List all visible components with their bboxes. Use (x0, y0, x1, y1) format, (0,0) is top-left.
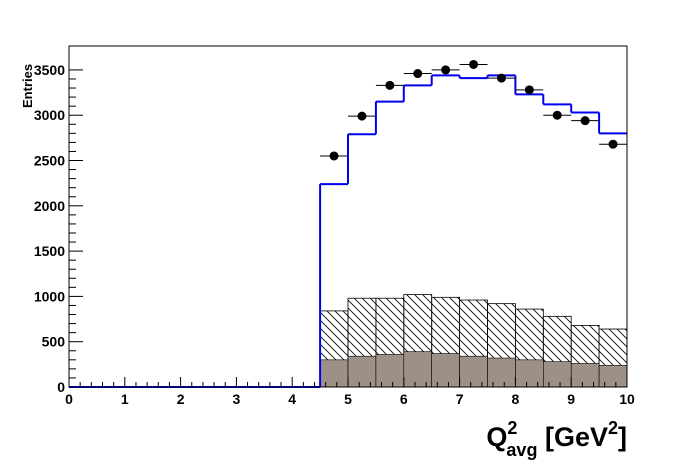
data-point (413, 69, 423, 79)
data-point (385, 80, 395, 90)
x-label-close: ] (618, 422, 627, 452)
x-tick-label: 7 (456, 391, 464, 407)
x-tick-label: 6 (400, 391, 408, 407)
data-point (608, 139, 618, 149)
x-tick-label: 9 (567, 391, 575, 407)
y-tick-label: 3000 (34, 107, 65, 123)
x-axis-label: Q2 avg [GeV2] (486, 418, 627, 460)
x-label-unit: [GeV (537, 422, 608, 452)
x-tick-label: 0 (65, 391, 73, 407)
y-tick-label: 0 (57, 379, 65, 395)
y-tick-label: 2500 (34, 153, 65, 169)
x-label-sup: 2 (507, 418, 517, 438)
data-point (524, 85, 534, 95)
x-tick-label: 2 (177, 391, 185, 407)
filled-bin (515, 359, 544, 388)
x-label-sub: avg (506, 440, 537, 460)
data-point (441, 65, 451, 75)
x-tick-label: 1 (121, 391, 129, 407)
plot-area (69, 59, 628, 388)
filled-bin (375, 354, 405, 388)
x-tick-label: 10 (619, 391, 635, 407)
y-axis-label: Entries (20, 64, 35, 108)
data-point (469, 59, 479, 69)
y-tick-label: 3500 (34, 62, 65, 78)
data-point (580, 116, 590, 126)
filled-bin (431, 353, 460, 388)
filled-bin (598, 364, 628, 388)
data-point (329, 151, 339, 161)
filled-bin (347, 355, 377, 388)
y-tick-label: 500 (42, 334, 66, 350)
y-tick-label: 1500 (34, 243, 65, 259)
x-tick-label: 4 (288, 391, 296, 407)
x-tick-label: 5 (344, 391, 352, 407)
x-tick-label: 3 (233, 391, 241, 407)
data-point (552, 110, 562, 120)
y-tick-label: 2000 (34, 198, 65, 214)
filled-bin (542, 361, 572, 388)
y-tick-label: 1000 (34, 288, 65, 304)
data-point (496, 73, 506, 83)
filled-bin (459, 355, 488, 388)
filled-bin (403, 351, 432, 388)
data-point (357, 111, 367, 121)
filled-bin (319, 359, 349, 388)
filled-bin (487, 357, 516, 388)
x-label-base: Q (486, 422, 507, 452)
x-tick-label: 8 (512, 391, 520, 407)
filled-bin (570, 363, 600, 388)
x-label-unit-sup: 2 (608, 418, 618, 438)
